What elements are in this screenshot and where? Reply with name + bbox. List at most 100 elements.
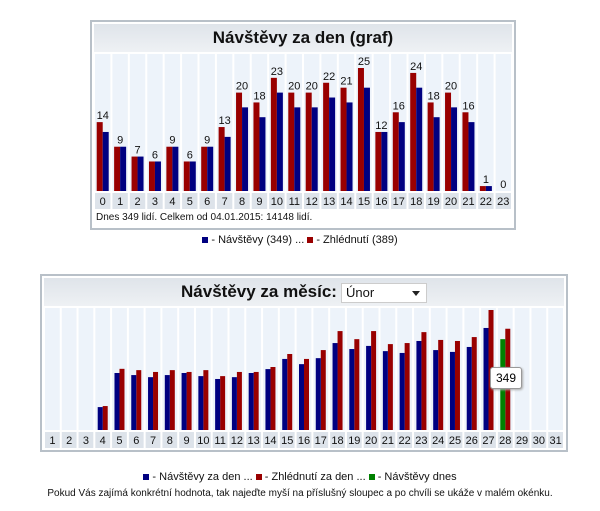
bar-visits xyxy=(120,146,127,191)
x-tick-label: 8 xyxy=(239,196,245,208)
data-label: 23 xyxy=(271,66,283,78)
bar-visits xyxy=(381,131,388,191)
bar-visits xyxy=(485,186,492,191)
x-tick-bg xyxy=(464,432,480,448)
x-tick-bg xyxy=(164,193,181,209)
x-tick-bg xyxy=(380,432,396,448)
bar-views xyxy=(438,339,444,430)
column-bg xyxy=(514,308,530,430)
x-tick-bg xyxy=(391,193,407,209)
x-tick-label: 29 xyxy=(516,435,528,447)
bar-visits xyxy=(276,92,283,191)
data-label: 9 xyxy=(204,135,210,147)
bar-visits xyxy=(363,87,370,191)
bar-views xyxy=(102,406,108,430)
bar-visits xyxy=(224,136,231,191)
x-tick-label: 15 xyxy=(358,196,370,208)
column-bg xyxy=(495,54,511,191)
x-tick-bg xyxy=(128,432,144,448)
bar-visits xyxy=(265,369,271,430)
month-select[interactable]: Únor xyxy=(340,282,427,303)
legend-views-swatch xyxy=(307,237,314,243)
x-tick-bg xyxy=(286,193,302,209)
bar-visits xyxy=(207,146,214,191)
x-tick-label: 13 xyxy=(323,196,335,208)
legend-views-label: - Zhlédnutí (389) xyxy=(316,234,398,246)
bar-views xyxy=(371,331,377,430)
bar-visits xyxy=(433,117,440,191)
legend-today-label: - Návštěvy dnes xyxy=(377,471,457,483)
x-tick-label: 21 xyxy=(462,196,474,208)
bar-visits xyxy=(299,364,304,430)
x-tick-bg xyxy=(495,193,511,209)
x-tick-bg xyxy=(162,432,178,448)
x-tick-bg xyxy=(414,432,429,448)
x-tick-label: 5 xyxy=(116,435,122,447)
legend-visits-swatch xyxy=(202,237,209,243)
bar-visits xyxy=(449,351,455,430)
data-label: 25 xyxy=(358,56,370,68)
x-tick-bg xyxy=(373,193,390,209)
x-tick-bg xyxy=(430,432,446,448)
x-tick-label: 14 xyxy=(264,435,276,447)
bar-visits xyxy=(114,372,120,430)
bar-visits xyxy=(451,107,458,191)
x-tick-label: 20 xyxy=(445,196,457,208)
x-tick-label: 23 xyxy=(497,196,509,208)
bar-views xyxy=(119,368,125,430)
bar-views xyxy=(253,102,260,191)
daily-chart-title: Návštěvy za den (graf) xyxy=(94,24,512,52)
bar-views xyxy=(323,82,330,191)
bar-visits xyxy=(468,122,475,191)
bar-views xyxy=(236,92,243,191)
legend-daily-visits-swatch xyxy=(143,474,150,480)
bar-views xyxy=(445,92,452,191)
bar-visits xyxy=(398,122,405,191)
column-bg xyxy=(548,308,563,430)
bar-visits xyxy=(164,375,170,430)
x-tick-bg xyxy=(447,432,463,448)
bar-views xyxy=(320,350,326,430)
bar-visits xyxy=(311,107,318,191)
x-tick-bg xyxy=(147,193,163,209)
data-label: 9 xyxy=(169,135,175,147)
x-tick-label: 8 xyxy=(167,435,173,447)
bar-views xyxy=(236,371,242,430)
chevron-down-icon xyxy=(411,290,420,300)
bar-views xyxy=(96,122,103,191)
x-tick-bg xyxy=(45,432,60,448)
x-tick-bg xyxy=(95,193,111,209)
bar-visits xyxy=(466,346,472,430)
x-tick-label: 7 xyxy=(222,196,228,208)
bar-views xyxy=(220,376,226,430)
x-tick-label: 4 xyxy=(169,196,175,208)
x-tick-bg xyxy=(279,432,295,448)
x-tick-label: 3 xyxy=(83,435,89,447)
x-tick-bg xyxy=(531,432,547,448)
data-label: 18 xyxy=(253,90,265,102)
bar-visits xyxy=(102,131,109,191)
data-label: 20 xyxy=(236,81,248,93)
x-tick-bg xyxy=(199,193,215,209)
x-tick-label: 2 xyxy=(66,435,72,447)
x-tick-label: 14 xyxy=(340,196,352,208)
x-tick-bg xyxy=(478,193,494,209)
x-tick-bg xyxy=(95,432,111,448)
x-tick-bg xyxy=(216,193,233,209)
x-tick-label: 22 xyxy=(399,435,411,447)
bar-views xyxy=(479,186,486,191)
x-tick-label: 27 xyxy=(482,435,494,447)
bar-views xyxy=(270,77,277,191)
x-tick-bg xyxy=(408,193,424,209)
bar-visits xyxy=(137,156,144,191)
x-tick-label: 9 xyxy=(256,196,262,208)
x-tick-bg xyxy=(443,193,459,209)
bar-visits xyxy=(198,376,204,430)
bar-views xyxy=(218,127,225,191)
x-tick-label: 15 xyxy=(281,435,293,447)
x-tick-bg xyxy=(129,193,146,209)
x-tick-bg xyxy=(234,193,250,209)
bar-visits xyxy=(131,375,137,430)
bar-visits xyxy=(172,146,179,191)
x-tick-label: 17 xyxy=(315,435,327,447)
